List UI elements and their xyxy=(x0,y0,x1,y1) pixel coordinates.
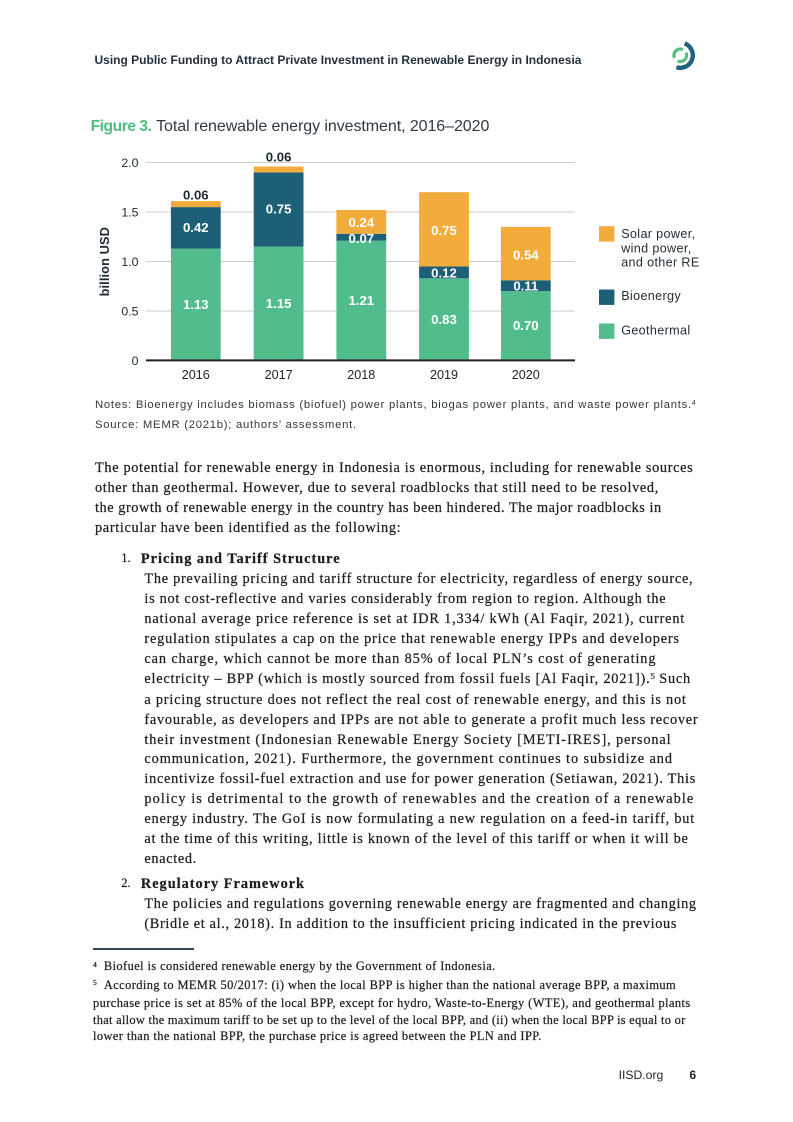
svg-text:0.75: 0.75 xyxy=(266,202,292,217)
svg-text:2.0: 2.0 xyxy=(121,156,138,170)
svg-text:2016: 2016 xyxy=(182,368,210,382)
svg-text:and other RE: and other RE xyxy=(621,256,699,270)
svg-text:1.5: 1.5 xyxy=(121,206,138,220)
svg-text:0.83: 0.83 xyxy=(431,312,457,327)
svg-text:1.0: 1.0 xyxy=(121,255,138,269)
svg-text:2019: 2019 xyxy=(430,368,458,382)
svg-text:1.13: 1.13 xyxy=(183,297,209,312)
svg-text:0.42: 0.42 xyxy=(183,220,209,235)
svg-text:0: 0 xyxy=(132,354,139,368)
svg-text:2017: 2017 xyxy=(265,368,293,382)
svg-text:Geothermal: Geothermal xyxy=(621,323,690,337)
svg-text:0.70: 0.70 xyxy=(513,318,539,333)
svg-text:2020: 2020 xyxy=(512,368,540,382)
svg-text:Solar power,: Solar power, xyxy=(621,227,695,241)
svg-text:0.12: 0.12 xyxy=(431,265,457,280)
svg-text:0.06: 0.06 xyxy=(183,188,209,203)
svg-text:0.24: 0.24 xyxy=(348,215,374,230)
svg-text:0.11: 0.11 xyxy=(513,279,538,294)
svg-text:1.21: 1.21 xyxy=(348,293,374,308)
svg-text:2018: 2018 xyxy=(347,368,375,382)
svg-text:0.07: 0.07 xyxy=(348,231,374,246)
svg-text:0.75: 0.75 xyxy=(431,223,457,238)
svg-text:1.15: 1.15 xyxy=(266,296,292,311)
svg-text:0.54: 0.54 xyxy=(513,248,539,263)
svg-text:Bioenergy: Bioenergy xyxy=(621,289,681,303)
svg-text:0.5: 0.5 xyxy=(121,305,138,319)
svg-text:0.06: 0.06 xyxy=(266,150,292,165)
svg-text:billion USD: billion USD xyxy=(97,227,112,296)
svg-text:wind power,: wind power, xyxy=(620,241,691,255)
